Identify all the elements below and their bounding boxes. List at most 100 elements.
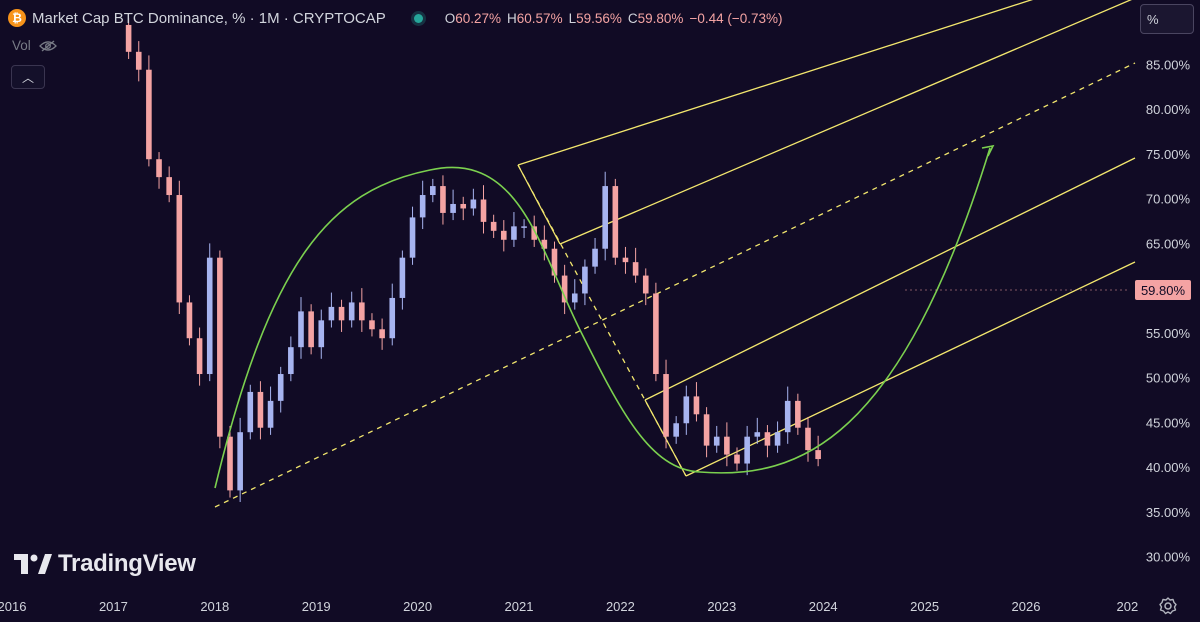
- candle-body: [784, 400, 791, 433]
- y-tick-label: 70.00%: [1146, 192, 1191, 207]
- x-tick-label: 2016: [0, 599, 26, 614]
- collapse-legend-button[interactable]: ︿: [11, 65, 45, 89]
- candle-body: [156, 159, 162, 178]
- channel-lower-inner-line: [644, 157, 1136, 401]
- eye-off-icon[interactable]: [38, 40, 57, 52]
- x-tick-label: 2024: [809, 599, 838, 614]
- candle-body: [196, 338, 203, 375]
- tradingview-watermark: TradingView: [14, 550, 196, 578]
- y-tick-label: 35.00%: [1146, 505, 1191, 520]
- candle-body: [227, 436, 233, 491]
- market-status-icon[interactable]: [413, 13, 423, 23]
- candle-body: [713, 436, 720, 446]
- candle-body: [805, 427, 811, 451]
- volume-legend[interactable]: Vol: [12, 38, 57, 53]
- candle-body: [338, 306, 345, 321]
- candle-body: [683, 396, 690, 424]
- candle-body: [642, 275, 649, 294]
- channel-handle-top: [517, 164, 561, 245]
- candle-body: [673, 423, 679, 437]
- candle-body: [206, 257, 213, 375]
- candle-body: [430, 186, 436, 196]
- watermark-text: TradingView: [58, 550, 196, 577]
- candle-body: [632, 262, 639, 276]
- chevron-up-icon: ︿: [21, 70, 34, 85]
- candle-body: [298, 311, 304, 348]
- y-tick-label: 65.00%: [1146, 236, 1191, 251]
- candle-body: [125, 24, 132, 52]
- candle-body: [500, 230, 507, 240]
- candle-body: [450, 203, 456, 213]
- ohlc-close: C59.80%: [627, 10, 684, 26]
- x-tick-label: 2019: [302, 599, 331, 614]
- ohlc-open: O60.27%: [444, 10, 502, 26]
- channel-lower-line: [685, 261, 1136, 477]
- y-tick-label: 45.00%: [1146, 415, 1191, 430]
- candle-body: [267, 400, 274, 428]
- candle-body: [511, 226, 517, 240]
- projection-curve: [214, 147, 991, 489]
- x-tick-label: 2022: [606, 599, 635, 614]
- candle-body: [653, 293, 659, 375]
- candle-body: [795, 400, 801, 428]
- y-tick-label: 75.00%: [1146, 147, 1191, 162]
- y-tick-label: 30.00%: [1146, 550, 1191, 565]
- candle-body: [217, 257, 223, 437]
- candle-body: [419, 195, 426, 218]
- candle-body: [379, 329, 385, 339]
- candle-body: [744, 436, 750, 464]
- y-tick-label: 50.00%: [1146, 371, 1191, 386]
- scale-mode-button[interactable]: %: [1140, 4, 1194, 34]
- channel-median-line: [214, 62, 1136, 508]
- candle-body: [288, 347, 294, 375]
- symbol-title[interactable]: Market Cap BTC Dominance, % · 1M · CRYPT…: [32, 9, 386, 27]
- candle-body: [257, 391, 264, 428]
- candle-body: [460, 203, 467, 209]
- y-tick-label: 55.00%: [1146, 326, 1191, 341]
- candle-body: [470, 199, 477, 209]
- candle-body: [622, 257, 629, 263]
- ohlc-low: L59.56%: [568, 10, 622, 26]
- x-tick-label: 2020: [403, 599, 432, 614]
- candle-body: [602, 186, 608, 249]
- bitcoin-icon: ₿: [8, 9, 26, 27]
- candle-body: [166, 177, 172, 196]
- x-tick-label: 2026: [1012, 599, 1041, 614]
- gear-icon[interactable]: [1158, 596, 1178, 616]
- candle-body: [561, 275, 568, 303]
- candle-body: [369, 320, 375, 330]
- candle-body: [389, 297, 396, 339]
- x-tick-label: 2018: [200, 599, 229, 614]
- x-tick-label: 2025: [910, 599, 939, 614]
- candle-body: [815, 450, 821, 460]
- candle-body: [247, 391, 254, 433]
- candle-body: [490, 221, 497, 231]
- projection-arrow-head: [981, 144, 995, 157]
- y-tick-label: 85.00%: [1146, 57, 1191, 72]
- candle-body: [693, 396, 700, 415]
- candle-body: [348, 302, 355, 321]
- candle-body: [612, 186, 619, 258]
- candle-body: [754, 432, 761, 437]
- candle-body: [409, 217, 416, 258]
- candle-body: [734, 454, 740, 464]
- candle-body: [541, 239, 548, 249]
- candle-body: [703, 414, 710, 446]
- x-tick-label: 202: [1117, 599, 1139, 614]
- candle-body: [592, 248, 598, 267]
- candle-body: [774, 432, 781, 446]
- candle-body: [146, 69, 152, 160]
- x-tick-label: 2017: [99, 599, 128, 614]
- candle-body: [328, 306, 335, 321]
- x-tick-label: 2021: [505, 599, 534, 614]
- channel-upper-line: [517, 0, 1034, 166]
- y-tick-label: 40.00%: [1146, 460, 1191, 475]
- candle-body: [399, 257, 406, 298]
- candle-body: [531, 226, 538, 240]
- candle-body: [237, 432, 243, 491]
- candle-body: [571, 293, 578, 303]
- channel-upper-inner-line: [559, 0, 1132, 245]
- chart-legend: ₿ Market Cap BTC Dominance, % · 1M · CRY…: [8, 6, 783, 30]
- last-price-label: 59.80%: [1135, 280, 1191, 300]
